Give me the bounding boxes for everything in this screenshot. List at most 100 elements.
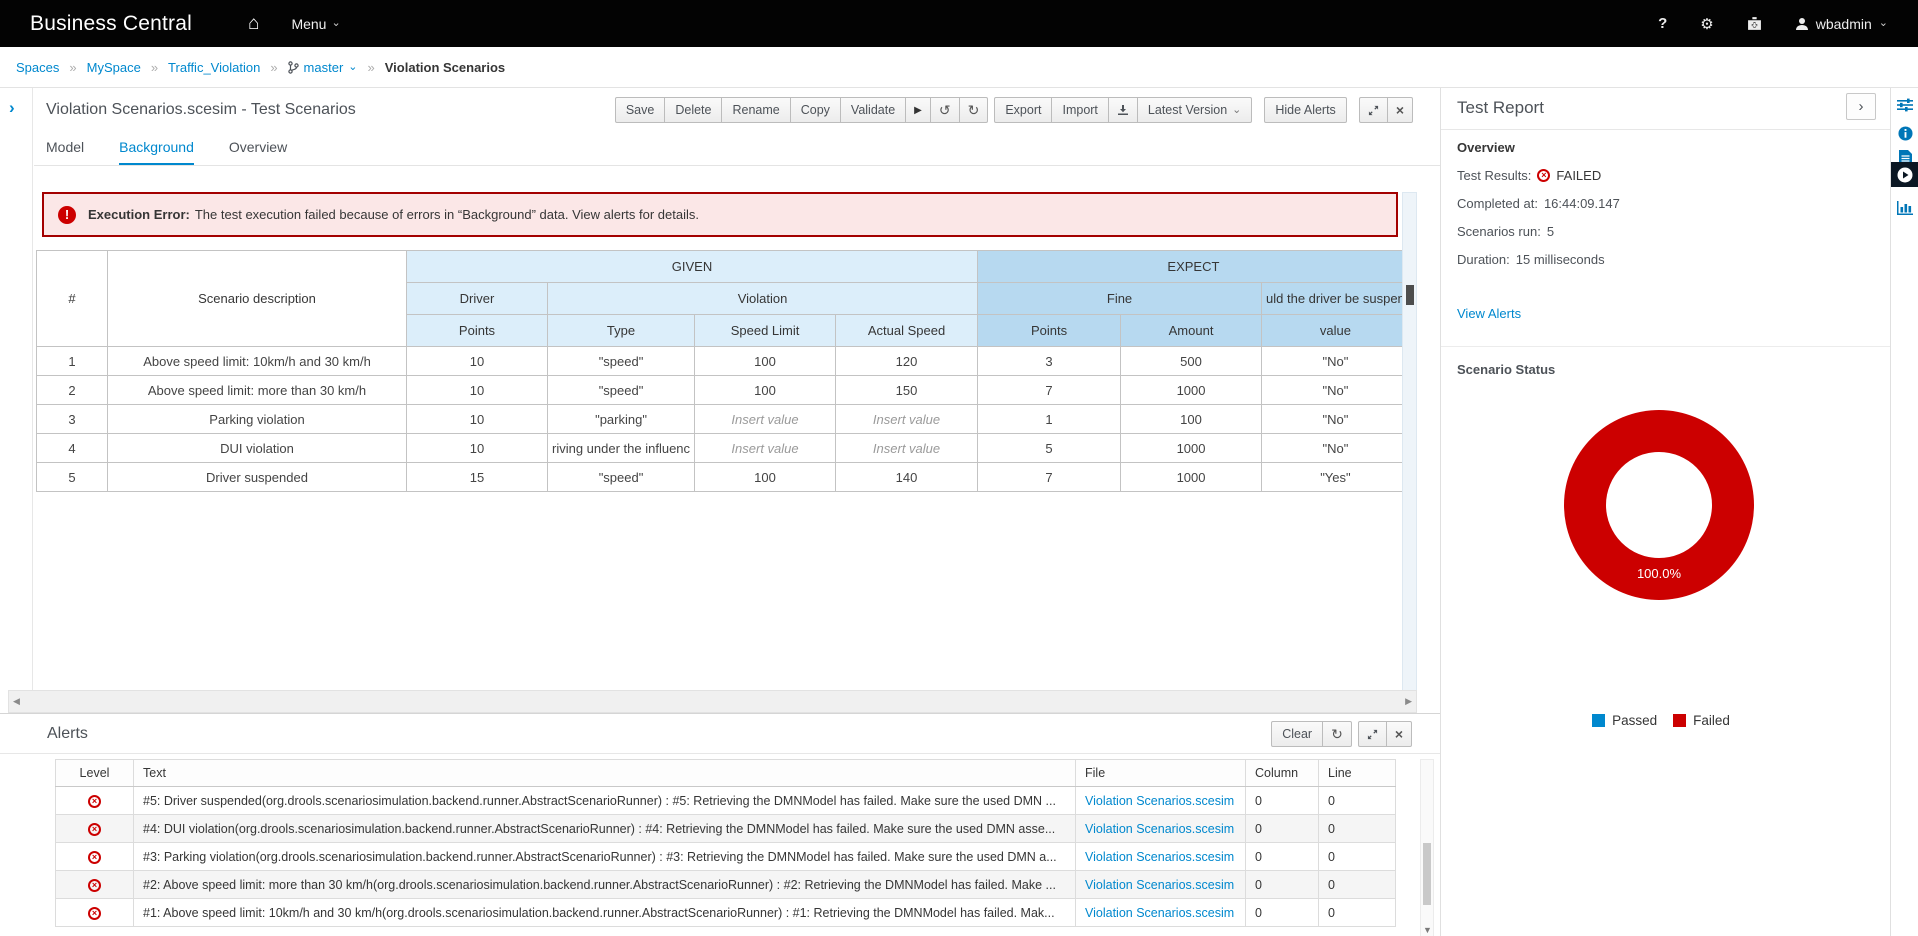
grid-cell[interactable]: 140 [836,463,978,492]
grid-prop-speed-limit[interactable]: Speed Limit [695,315,836,347]
tab-overview[interactable]: Overview [229,139,287,165]
grid-instance-driver[interactable]: Driver [407,283,548,315]
grid-cell[interactable]: 10 [407,434,548,463]
grid-horizontal-scrollbar[interactable]: ◀ ▶ [8,690,1417,713]
test-report-dock-selected[interactable] [1891,162,1918,187]
delete-button[interactable]: Delete [664,97,722,123]
version-selector[interactable]: Latest Version⌄ [1137,97,1252,123]
grid-cell[interactable]: 7 [978,376,1121,405]
grid-cell[interactable]: "Yes" [1262,463,1410,492]
redo-button[interactable]: ↻ [959,97,989,123]
expand-alerts-button[interactable] [1358,721,1387,747]
scroll-left-icon[interactable]: ◀ [13,696,20,707]
close-alerts-button[interactable]: × [1386,721,1412,747]
grid-cell[interactable]: "No" [1262,347,1410,376]
alert-file-link[interactable]: Violation Scenarios.scesim [1085,822,1234,836]
grid-header-number[interactable]: # [37,251,108,347]
rename-button[interactable]: Rename [721,97,790,123]
legend-item-failed[interactable]: Failed [1673,713,1730,728]
breadcrumb-spaces[interactable]: Spaces [16,60,59,75]
alert-file-link[interactable]: Violation Scenarios.scesim [1085,850,1234,864]
scrollbar-thumb[interactable] [1406,285,1414,305]
grid-cell-placeholder[interactable]: Insert value [836,434,978,463]
grid-cell[interactable]: 100 [695,463,836,492]
grid-prop-type[interactable]: Type [548,315,695,347]
alert-file-link[interactable]: Violation Scenarios.scesim [1085,906,1234,920]
hide-alerts-button[interactable]: Hide Alerts [1264,97,1346,123]
view-alerts-link[interactable]: View Alerts [1457,306,1521,321]
grid-cell[interactable]: Above speed limit: 10km/h and 30 km/h [108,347,407,376]
alert-file-link[interactable]: Violation Scenarios.scesim [1085,878,1234,892]
collapse-report-button[interactable]: › [1846,93,1876,120]
grid-cell[interactable]: 500 [1121,347,1262,376]
refresh-alerts-button[interactable]: ↻ [1322,721,1352,747]
grid-instance-violation[interactable]: Violation [548,283,978,315]
grid-group-expect[interactable]: EXPECT [978,251,1410,283]
scrollbar-thumb[interactable] [1423,843,1431,905]
legend-item-passed[interactable]: Passed [1592,713,1657,728]
grid-instance-fine[interactable]: Fine [978,283,1262,315]
grid-cell[interactable]: 4 [37,434,108,463]
grid-prop-value[interactable]: value [1262,315,1410,347]
breadcrumb-myspace[interactable]: MySpace [87,60,141,75]
grid-prop-points[interactable]: Points [407,315,548,347]
download-button[interactable] [1108,97,1138,123]
grid-cell[interactable]: "No" [1262,405,1410,434]
copy-button[interactable]: Copy [790,97,841,123]
alerts-vertical-scrollbar[interactable]: ▼ [1420,759,1434,936]
grid-prop-actual-speed[interactable]: Actual Speed [836,315,978,347]
grid-cell[interactable]: "speed" [548,463,695,492]
grid-cell[interactable]: 100 [695,376,836,405]
grid-cell-placeholder[interactable]: Insert value [836,405,978,434]
grid-cell[interactable]: 7 [978,463,1121,492]
grid-cell[interactable]: 5 [978,434,1121,463]
grid-cell[interactable]: 1 [37,347,108,376]
grid-cell[interactable]: "No" [1262,376,1410,405]
gear-icon[interactable]: ⚙ [1700,15,1713,33]
grid-cell[interactable]: riving under the influenc [548,434,695,463]
bar-chart-icon[interactable] [1891,196,1918,218]
grid-cell[interactable]: "parking" [548,405,695,434]
grid-cell[interactable]: Parking violation [108,405,407,434]
scroll-down-icon[interactable]: ▼ [1423,925,1432,935]
grid-cell[interactable]: Above speed limit: more than 30 km/h [108,376,407,405]
grid-cell[interactable]: 3 [978,347,1121,376]
save-button[interactable]: Save [615,97,666,123]
expand-panel-chevron-icon[interactable]: › [9,98,15,118]
clear-alerts-button[interactable]: Clear [1271,721,1323,747]
settings-sliders-icon[interactable] [1891,94,1918,116]
grid-cell[interactable]: "speed" [548,347,695,376]
alert-file-link[interactable]: Violation Scenarios.scesim [1085,794,1234,808]
scroll-right-icon[interactable]: ▶ [1405,696,1412,707]
tab-background[interactable]: Background [119,139,194,165]
grid-cell[interactable]: 100 [1121,405,1262,434]
grid-cell[interactable]: Driver suspended [108,463,407,492]
grid-prop-points[interactable]: Points [978,315,1121,347]
grid-cell[interactable]: 1000 [1121,434,1262,463]
grid-header-description[interactable]: Scenario description [108,251,407,347]
grid-vertical-scrollbar[interactable]: ▼ [1402,192,1417,713]
info-icon[interactable] [1891,122,1918,144]
grid-cell[interactable]: 10 [407,347,548,376]
menu-button[interactable]: Menu⌄ [291,16,340,32]
grid-cell[interactable]: 2 [37,376,108,405]
grid-cell[interactable]: 1000 [1121,463,1262,492]
export-button[interactable]: Export [994,97,1052,123]
home-icon[interactable]: ⌂ [248,14,259,33]
grid-cell[interactable]: 10 [407,405,548,434]
apps-icon[interactable] [1747,16,1762,31]
grid-cell[interactable]: 3 [37,405,108,434]
grid-cell[interactable]: 100 [695,347,836,376]
grid-cell[interactable]: 10 [407,376,548,405]
undo-button[interactable]: ↺ [930,97,960,123]
run-tests-button[interactable]: ▶ [905,97,931,123]
grid-cell[interactable]: 150 [836,376,978,405]
grid-cell[interactable]: 1 [978,405,1121,434]
grid-instance-suspended[interactable]: uld the driver be suspen [1262,283,1410,315]
grid-cell[interactable]: DUI violation [108,434,407,463]
grid-cell[interactable]: "No" [1262,434,1410,463]
fullscreen-button[interactable] [1359,97,1388,123]
close-editor-button[interactable]: × [1387,97,1413,123]
grid-cell[interactable]: 15 [407,463,548,492]
grid-cell[interactable]: 120 [836,347,978,376]
